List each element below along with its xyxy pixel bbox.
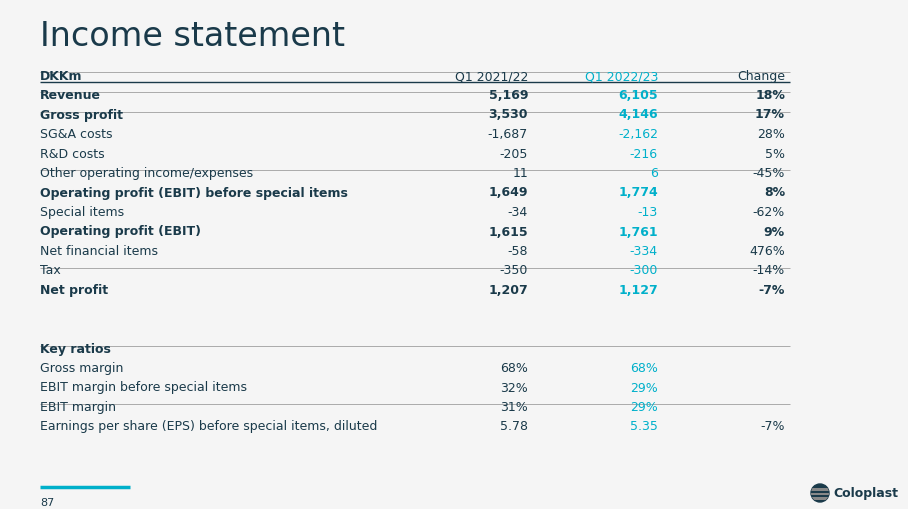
Text: 28%: 28% <box>757 128 785 140</box>
Text: EBIT margin: EBIT margin <box>40 400 116 413</box>
Text: Q1 2021/22: Q1 2021/22 <box>455 70 528 83</box>
Text: EBIT margin before special items: EBIT margin before special items <box>40 381 247 394</box>
Text: -334: -334 <box>630 244 658 258</box>
Text: 1,207: 1,207 <box>489 284 528 296</box>
Text: 32%: 32% <box>500 381 528 394</box>
Text: 1,615: 1,615 <box>489 225 528 238</box>
Text: 476%: 476% <box>749 244 785 258</box>
Text: Operating profit (EBIT) before special items: Operating profit (EBIT) before special i… <box>40 186 348 199</box>
Text: Special items: Special items <box>40 206 124 218</box>
Text: Tax: Tax <box>40 264 61 277</box>
Text: 29%: 29% <box>630 381 658 394</box>
Text: -45%: -45% <box>753 166 785 180</box>
Text: -62%: -62% <box>753 206 785 218</box>
Text: Income statement: Income statement <box>40 20 345 53</box>
Text: Q1 2022/23: Q1 2022/23 <box>585 70 658 83</box>
Text: Net profit: Net profit <box>40 284 108 296</box>
Text: 1,774: 1,774 <box>618 186 658 199</box>
Text: -14%: -14% <box>753 264 785 277</box>
Text: -1,687: -1,687 <box>488 128 528 140</box>
Text: -58: -58 <box>508 244 528 258</box>
Text: 6: 6 <box>650 166 658 180</box>
Text: 5.35: 5.35 <box>630 420 658 433</box>
Text: Coloplast: Coloplast <box>833 486 898 499</box>
Text: -205: -205 <box>499 147 528 160</box>
FancyBboxPatch shape <box>811 497 829 500</box>
Text: 17%: 17% <box>755 108 785 121</box>
Text: 4,146: 4,146 <box>618 108 658 121</box>
Text: 8%: 8% <box>764 186 785 199</box>
Text: 68%: 68% <box>630 361 658 374</box>
Text: Revenue: Revenue <box>40 89 101 102</box>
Text: Gross profit: Gross profit <box>40 108 123 121</box>
Text: 9%: 9% <box>764 225 785 238</box>
Text: -13: -13 <box>637 206 658 218</box>
Text: -350: -350 <box>499 264 528 277</box>
Text: 6,105: 6,105 <box>618 89 658 102</box>
Text: 29%: 29% <box>630 400 658 413</box>
Circle shape <box>811 484 829 502</box>
Text: -300: -300 <box>629 264 658 277</box>
Text: Other operating income/expenses: Other operating income/expenses <box>40 166 253 180</box>
Text: 1,127: 1,127 <box>618 284 658 296</box>
Text: -216: -216 <box>630 147 658 160</box>
Text: 5%: 5% <box>765 147 785 160</box>
Text: DKKm: DKKm <box>40 70 83 83</box>
Text: 87: 87 <box>40 497 54 507</box>
Text: R&D costs: R&D costs <box>40 147 104 160</box>
Text: 5.78: 5.78 <box>500 420 528 433</box>
Text: -34: -34 <box>508 206 528 218</box>
Text: Change: Change <box>737 70 785 83</box>
Text: SG&A costs: SG&A costs <box>40 128 113 140</box>
Text: 11: 11 <box>512 166 528 180</box>
Text: Operating profit (EBIT): Operating profit (EBIT) <box>40 225 201 238</box>
FancyBboxPatch shape <box>811 488 829 491</box>
Text: Gross margin: Gross margin <box>40 361 123 374</box>
Text: 18%: 18% <box>755 89 785 102</box>
Text: Key ratios: Key ratios <box>40 342 111 355</box>
Text: 5,169: 5,169 <box>489 89 528 102</box>
Text: 68%: 68% <box>500 361 528 374</box>
Text: Net financial items: Net financial items <box>40 244 158 258</box>
FancyBboxPatch shape <box>811 493 829 495</box>
Text: -7%: -7% <box>761 420 785 433</box>
Text: 1,649: 1,649 <box>489 186 528 199</box>
Text: -2,162: -2,162 <box>618 128 658 140</box>
Text: Earnings per share (EPS) before special items, diluted: Earnings per share (EPS) before special … <box>40 420 378 433</box>
Text: 1,761: 1,761 <box>618 225 658 238</box>
Text: -7%: -7% <box>758 284 785 296</box>
Text: 31%: 31% <box>500 400 528 413</box>
Text: 3,530: 3,530 <box>489 108 528 121</box>
